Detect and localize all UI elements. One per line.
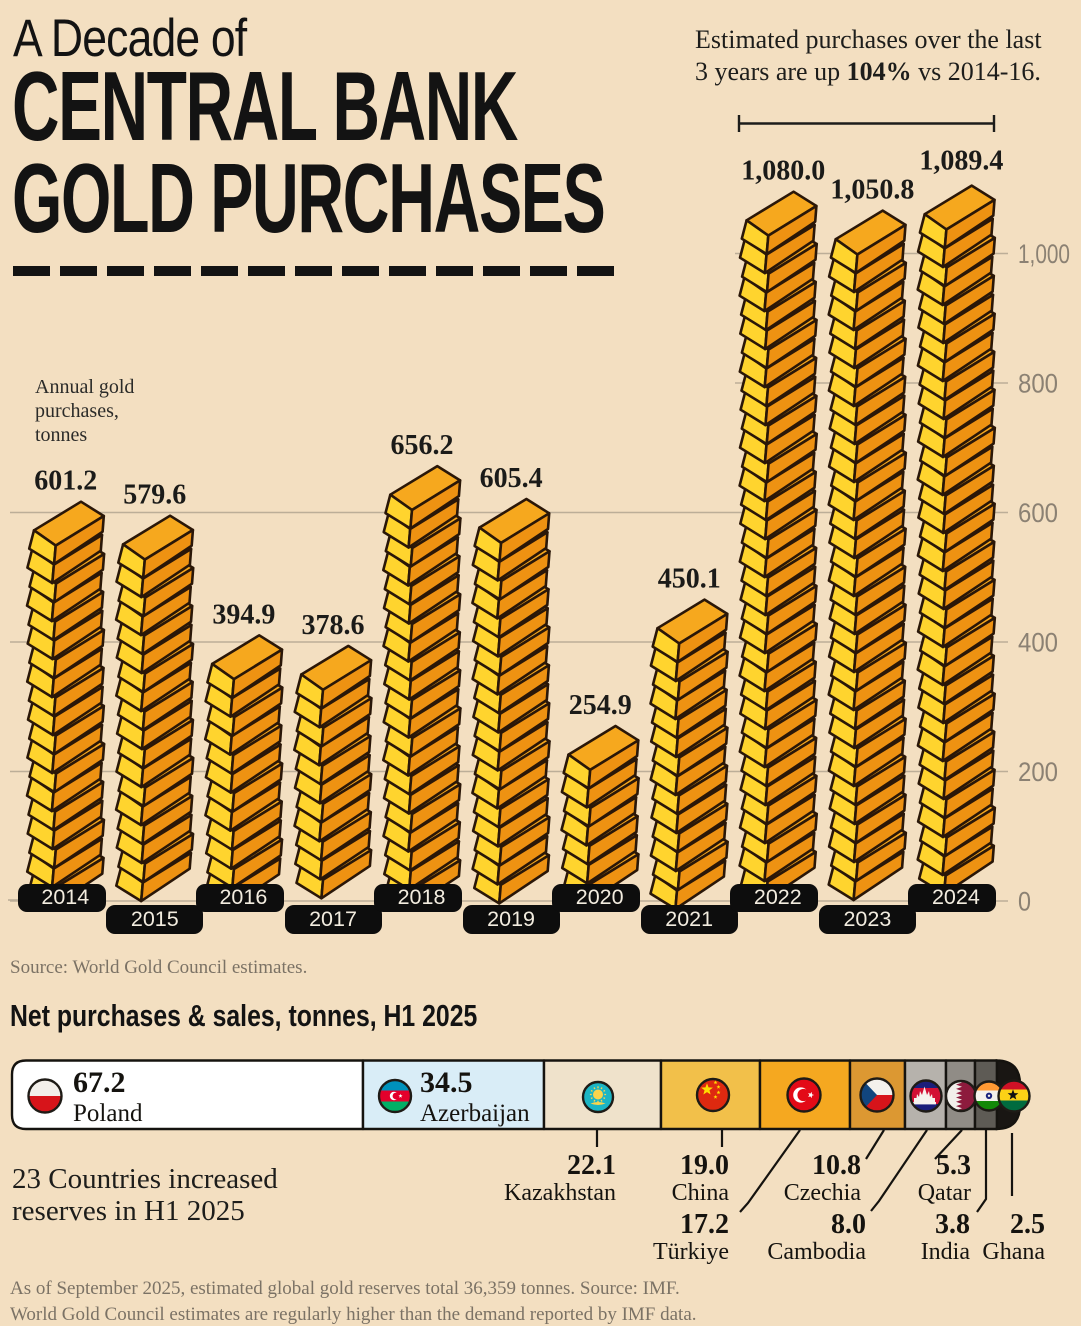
svg-text:600: 600	[1018, 498, 1058, 528]
svg-text:400: 400	[1018, 628, 1058, 658]
svg-text:450.1: 450.1	[658, 564, 721, 595]
svg-text:605.4: 605.4	[480, 463, 543, 494]
svg-text:1,000: 1,000	[1018, 239, 1070, 269]
svg-text:394.9: 394.9	[212, 599, 275, 630]
svg-text:200: 200	[1018, 757, 1058, 787]
svg-text:800: 800	[1018, 369, 1058, 399]
svg-text:254.9: 254.9	[569, 690, 632, 721]
svg-text:1,080.0: 1,080.0	[741, 156, 825, 187]
svg-text:1,050.8: 1,050.8	[830, 175, 914, 206]
svg-text:378.6: 378.6	[302, 610, 365, 641]
svg-text:0: 0	[1018, 887, 1031, 917]
svg-text:656.2: 656.2	[391, 430, 454, 461]
svg-text:1,089.4: 1,089.4	[919, 146, 1003, 177]
svg-text:601.2: 601.2	[34, 466, 97, 497]
svg-text:579.6: 579.6	[123, 480, 186, 511]
